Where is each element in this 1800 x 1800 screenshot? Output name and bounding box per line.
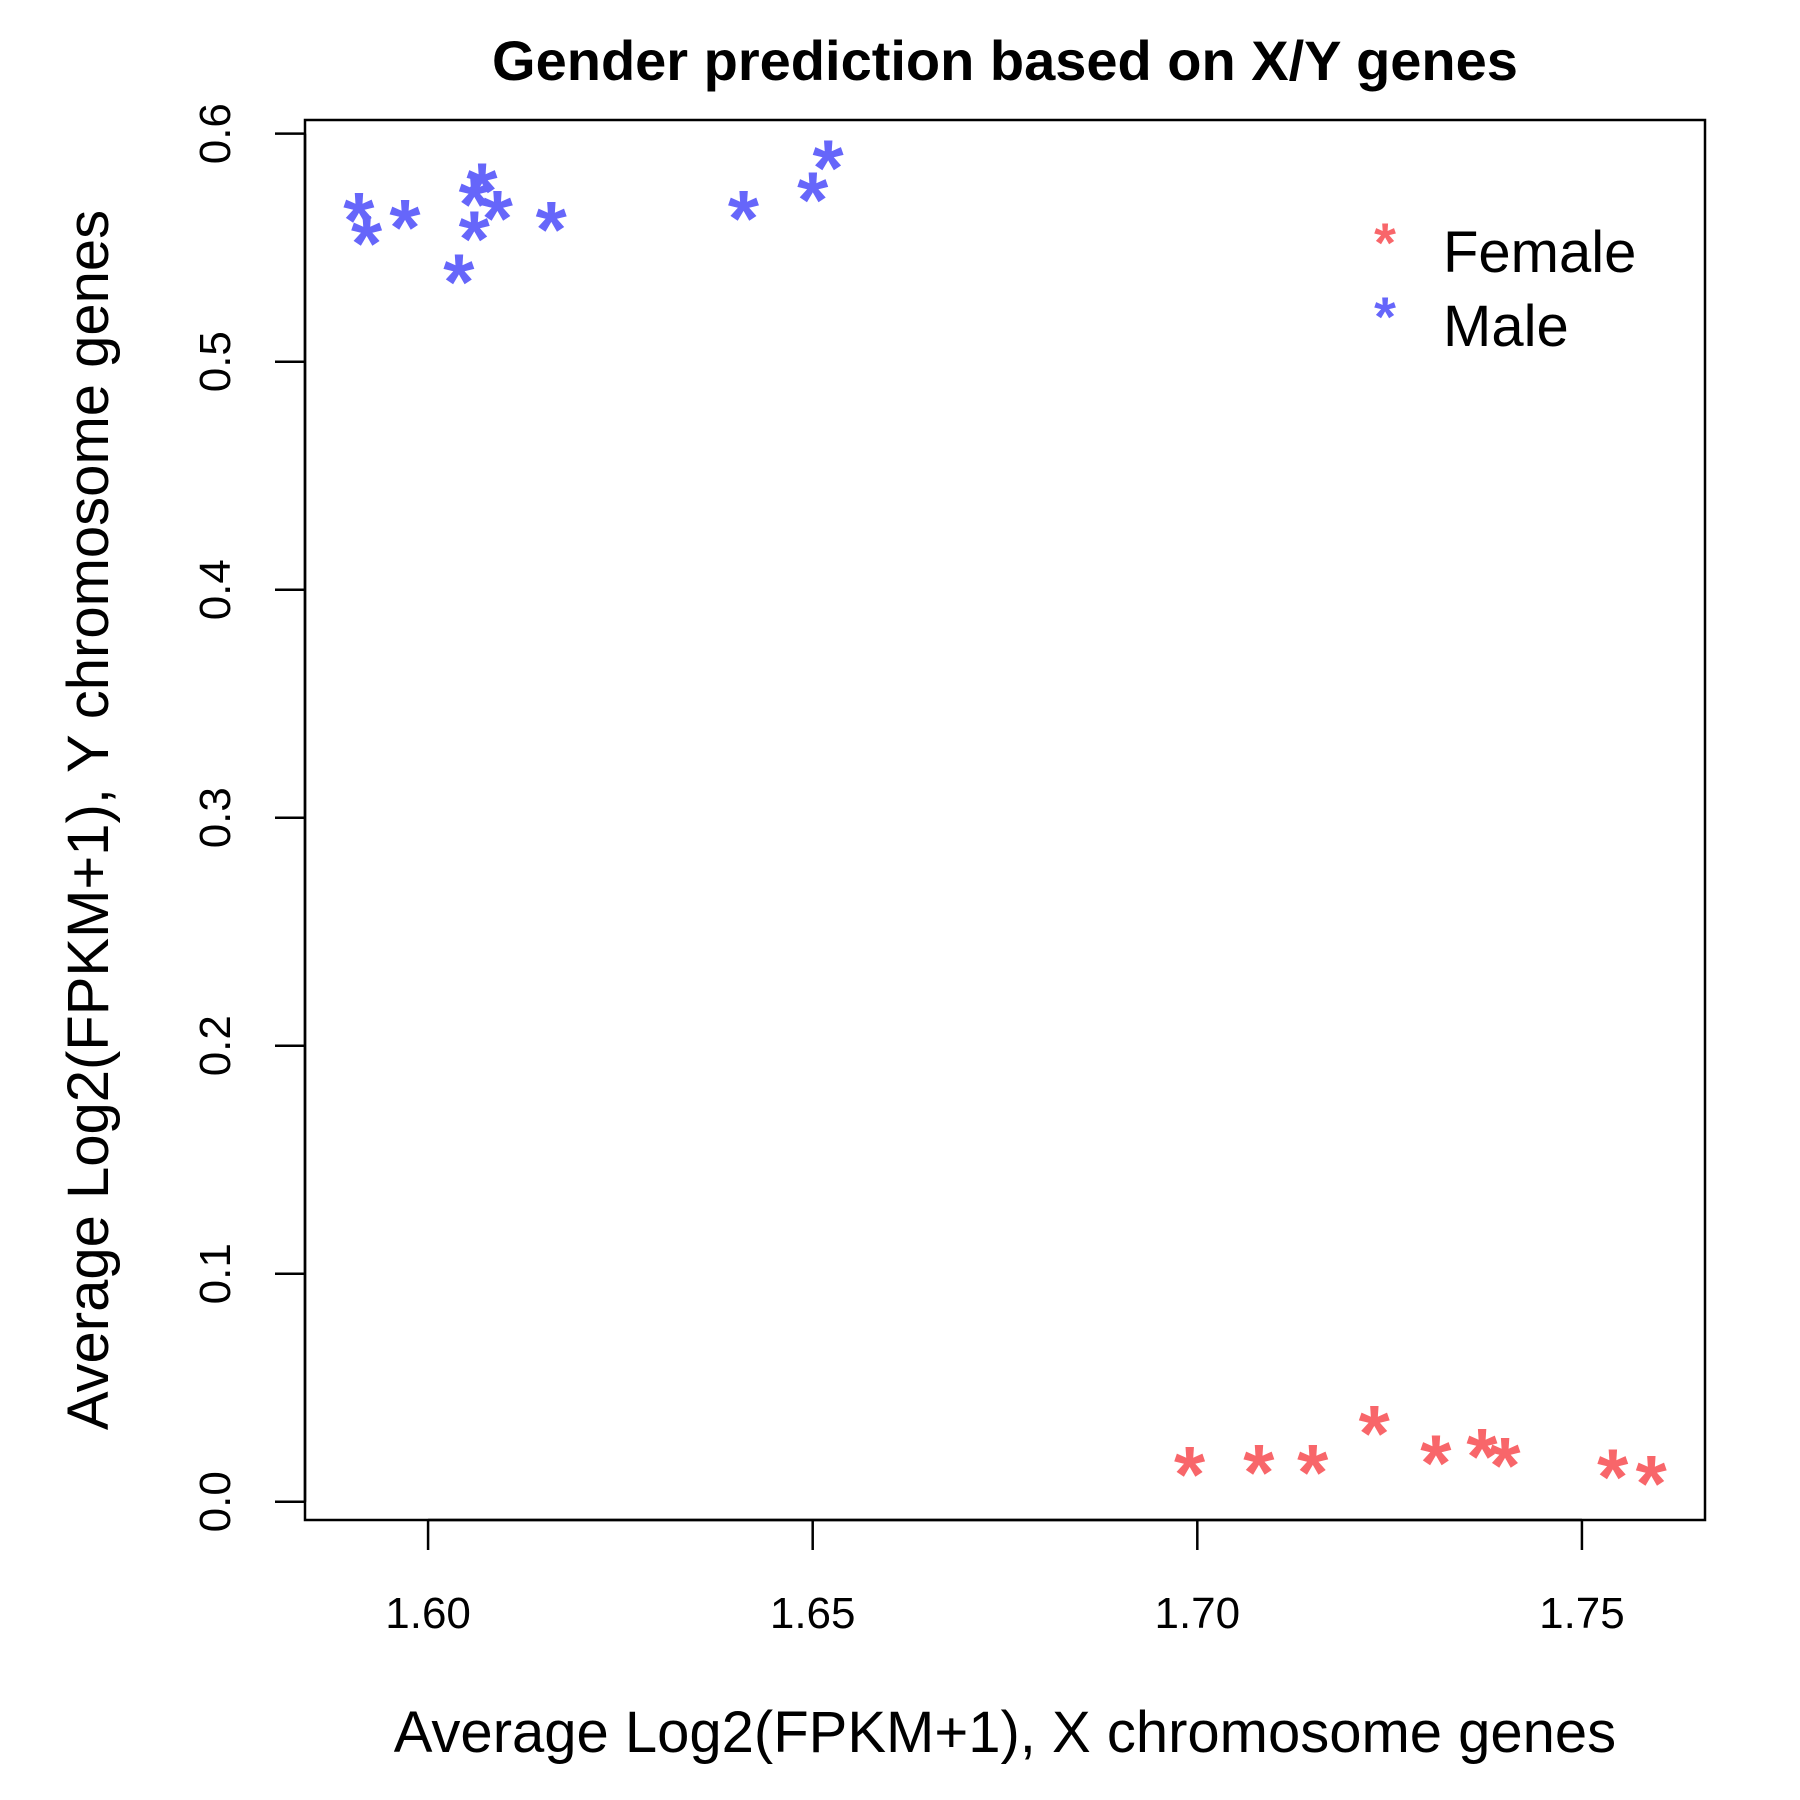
- female-point: *: [1597, 1432, 1629, 1521]
- female-point: *: [1359, 1389, 1391, 1478]
- x-tick-label: 1.75: [1539, 1589, 1625, 1638]
- y-tick-label: 0.3: [191, 787, 240, 848]
- x-axis: 1.60 1.65 1.70 1.75: [385, 1518, 1625, 1638]
- legend-label-female: Female: [1443, 220, 1636, 285]
- male-point: *: [797, 156, 829, 245]
- y-axis: 0.0 0.1 0.2 0.3 0.4 0.5 0.6: [191, 103, 307, 1532]
- y-axis-title: Average Log2(FPKM+1), Y chromosome genes: [56, 210, 121, 1430]
- male-point: *: [351, 199, 383, 288]
- y-tick-label: 0.2: [191, 1015, 240, 1076]
- x-tick-label: 1.60: [385, 1589, 471, 1638]
- male-point: *: [728, 174, 760, 263]
- male-point: *: [459, 194, 491, 283]
- female-point: *: [1489, 1421, 1521, 1510]
- legend-label-male: Male: [1443, 294, 1569, 359]
- male-point: *: [389, 183, 421, 272]
- female-point: *: [1636, 1439, 1668, 1528]
- male-point: *: [813, 124, 845, 213]
- y-tick-label: 0.1: [191, 1243, 240, 1304]
- female-point: *: [1174, 1430, 1206, 1519]
- female-point: *: [1466, 1412, 1498, 1501]
- male-point: *: [443, 238, 475, 327]
- y-tick-label: 0.6: [191, 103, 240, 164]
- y-tick-label: 0.0: [191, 1471, 240, 1532]
- chart-title: Gender prediction based on X/Y genes: [492, 29, 1518, 92]
- female-point: *: [1420, 1419, 1452, 1508]
- y-tick-label: 0.4: [191, 559, 240, 620]
- x-axis-title: Average Log2(FPKM+1), X chromosome genes: [394, 1700, 1616, 1765]
- male-point: *: [482, 174, 514, 263]
- legend: * Female * Male: [1374, 211, 1636, 359]
- y-tick-label: 0.5: [191, 331, 240, 392]
- male-point: *: [343, 176, 375, 265]
- male-point: *: [459, 160, 491, 249]
- data-points: * * * * * ** * *** ****** * * **: [343, 124, 1667, 1529]
- legend-marker-female: *: [1374, 211, 1396, 274]
- x-tick-label: 1.70: [1154, 1589, 1240, 1638]
- x-tick-label: 1.65: [770, 1589, 856, 1638]
- female-point: *: [1297, 1428, 1329, 1517]
- male-point: *: [536, 185, 568, 274]
- female-point: *: [1243, 1428, 1275, 1517]
- male-point: *: [466, 146, 498, 235]
- legend-marker-male: *: [1374, 285, 1396, 348]
